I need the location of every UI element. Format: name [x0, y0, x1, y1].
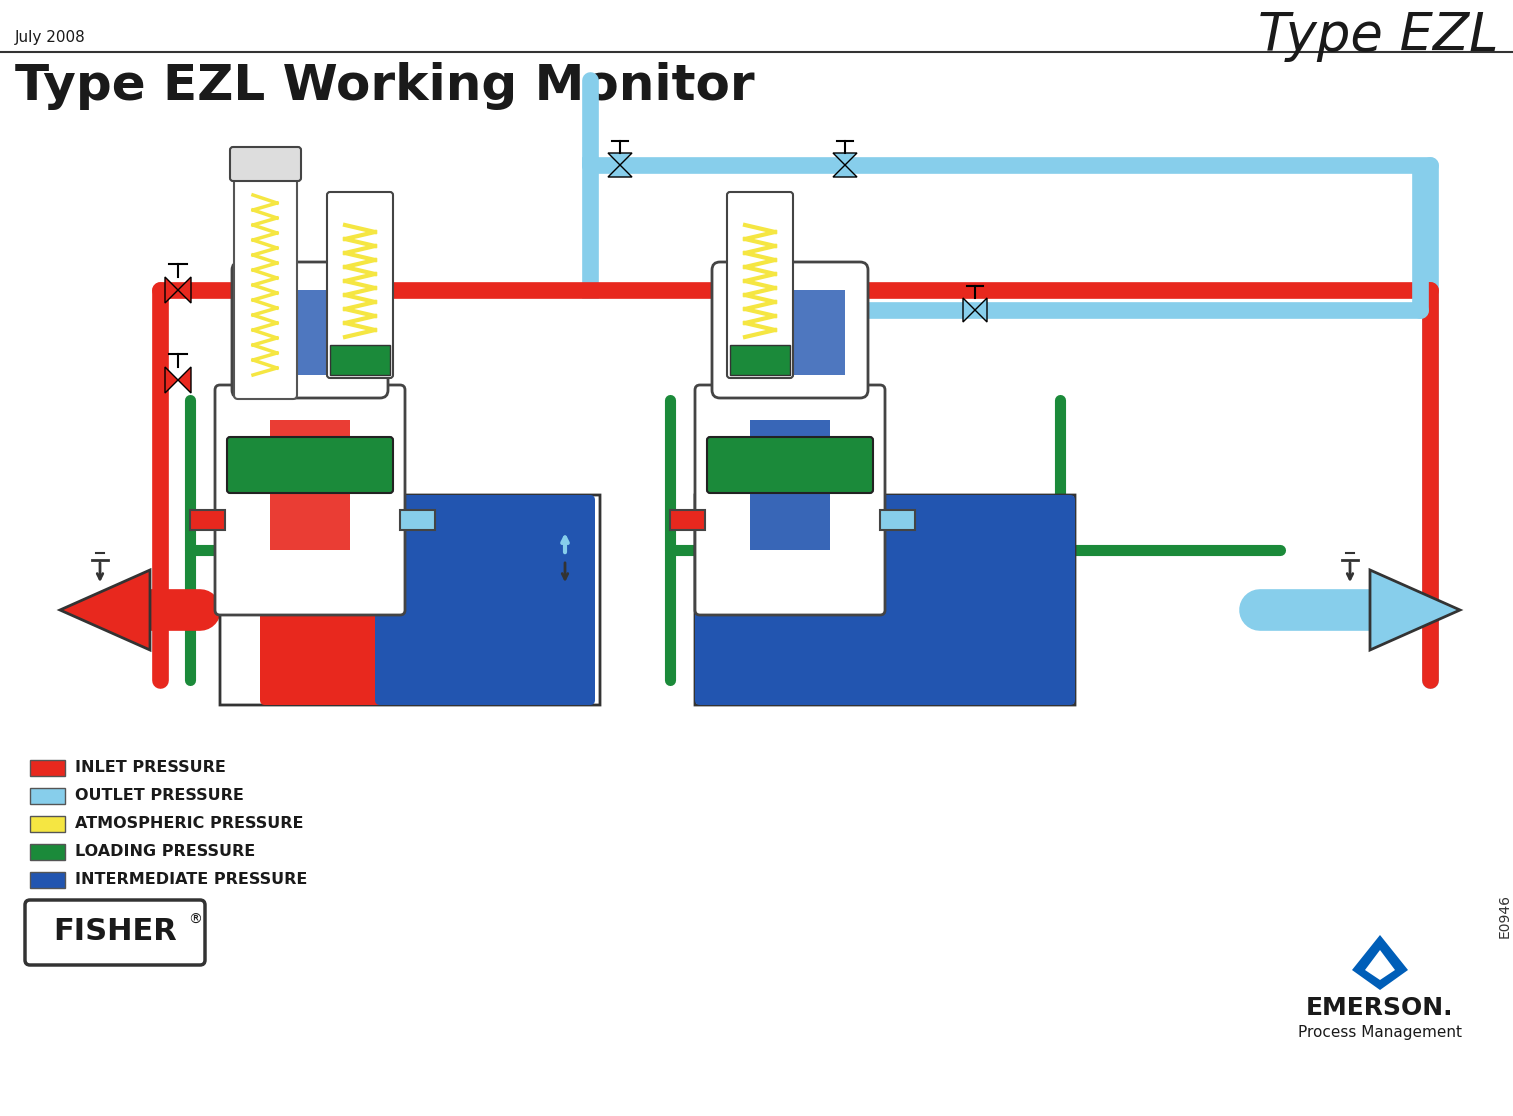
Bar [750, 420, 831, 550]
Polygon shape [165, 277, 179, 304]
Polygon shape [608, 165, 632, 177]
FancyBboxPatch shape [235, 171, 297, 400]
FancyBboxPatch shape [26, 899, 204, 965]
Polygon shape [1369, 570, 1460, 650]
Polygon shape [1353, 935, 1409, 990]
FancyBboxPatch shape [219, 496, 601, 705]
Text: Type EZL Working Monitor: Type EZL Working Monitor [15, 62, 755, 110]
Bar [30, 872, 65, 888]
Polygon shape [834, 153, 856, 165]
FancyBboxPatch shape [260, 496, 410, 705]
Polygon shape [179, 367, 191, 393]
Polygon shape [608, 153, 632, 165]
Bar [729, 345, 790, 375]
FancyBboxPatch shape [215, 385, 405, 615]
FancyBboxPatch shape [707, 437, 873, 493]
Text: E0946: E0946 [1498, 894, 1511, 939]
Text: ATMOSPHERIC PRESSURE: ATMOSPHERIC PRESSURE [76, 817, 304, 831]
Bar [30, 788, 65, 804]
Bar [30, 760, 65, 776]
FancyBboxPatch shape [694, 385, 885, 615]
Bar [30, 816, 65, 833]
Text: EMERSON.: EMERSON. [1306, 995, 1454, 1020]
FancyBboxPatch shape [694, 496, 1076, 705]
FancyBboxPatch shape [728, 192, 793, 378]
Text: OUTLET PRESSURE: OUTLET PRESSURE [76, 789, 244, 804]
FancyBboxPatch shape [227, 437, 393, 493]
Polygon shape [165, 367, 179, 393]
Text: INLET PRESSURE: INLET PRESSURE [76, 760, 225, 776]
Text: ®: ® [188, 913, 201, 927]
Bar [269, 420, 350, 550]
Text: FISHER: FISHER [53, 917, 177, 946]
Bar [670, 510, 705, 530]
Polygon shape [1365, 950, 1395, 980]
Text: Type EZL: Type EZL [1257, 10, 1498, 62]
FancyBboxPatch shape [375, 496, 595, 705]
Bar [881, 510, 915, 530]
FancyBboxPatch shape [713, 262, 868, 398]
Polygon shape [962, 298, 974, 323]
Text: Process Management: Process Management [1298, 1024, 1462, 1039]
Polygon shape [61, 570, 150, 650]
FancyBboxPatch shape [327, 192, 393, 378]
Bar [191, 510, 225, 530]
Polygon shape [179, 277, 191, 304]
Bar [330, 345, 390, 375]
Polygon shape [974, 298, 986, 323]
Bar [30, 844, 65, 860]
FancyBboxPatch shape [231, 262, 387, 398]
Text: INTERMEDIATE PRESSURE: INTERMEDIATE PRESSURE [76, 873, 307, 887]
FancyBboxPatch shape [694, 496, 1076, 705]
Bar [256, 290, 365, 375]
Bar [399, 510, 436, 530]
Bar [735, 290, 844, 375]
Polygon shape [834, 165, 856, 177]
FancyBboxPatch shape [230, 147, 301, 181]
Text: July 2008: July 2008 [15, 30, 86, 45]
Text: LOADING PRESSURE: LOADING PRESSURE [76, 845, 256, 859]
